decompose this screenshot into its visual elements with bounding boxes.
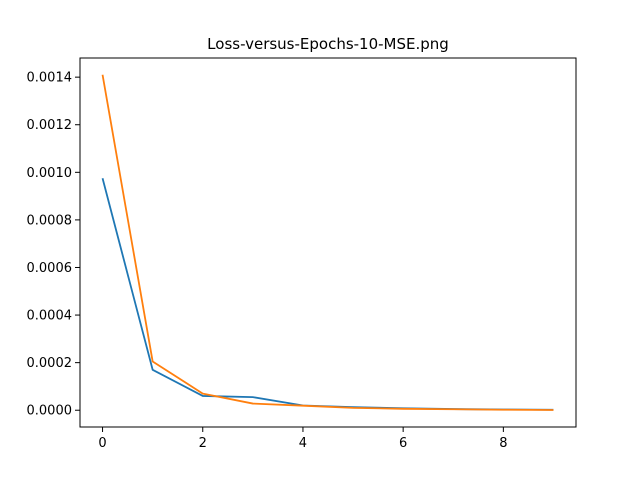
y-tick-label: 0.0010 <box>27 166 73 181</box>
y-tick-label: 0.0012 <box>27 118 73 133</box>
plot-frame <box>79 57 577 428</box>
series-layer <box>101 74 554 411</box>
x-tick-label: 8 <box>499 436 507 451</box>
series-line-2 <box>101 74 554 411</box>
y-tick-label: 0.0006 <box>27 261 73 276</box>
x-tick-label: 2 <box>199 436 207 451</box>
y-tick-label: 0.0000 <box>27 404 73 419</box>
x-axis: 0 2 4 6 8 <box>98 427 507 451</box>
y-tick-label: 0.0008 <box>27 213 73 228</box>
plot-area <box>80 58 576 427</box>
x-tick-label: 4 <box>299 436 307 451</box>
y-tick-label: 0.0004 <box>27 309 73 324</box>
x-tick-label: 6 <box>399 436 407 451</box>
y-tick-label: 0.0002 <box>27 356 73 371</box>
chart-title: Loss-versus-Epochs-10-MSE.png <box>207 35 449 53</box>
y-axis: 0.0000 0.0002 0.0004 0.0006 0.0008 0.0010 0.00… <box>27 71 80 419</box>
x-tick-label: 0 <box>98 436 106 451</box>
y-tick-label: 0.0014 <box>27 71 73 86</box>
